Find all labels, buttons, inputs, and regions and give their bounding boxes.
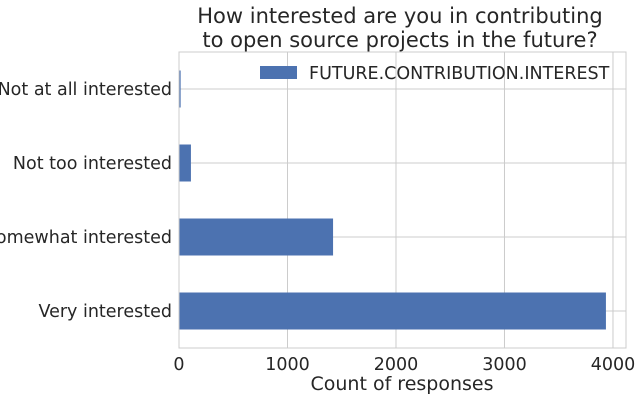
x-tick-label: 2000 (374, 355, 419, 375)
x-axis-label: Count of responses (310, 373, 493, 395)
bar-somewhat-interested (179, 218, 334, 256)
y-tick-label: Somewhat interested (0, 228, 172, 248)
plot-frame (178, 51, 627, 349)
legend: FUTURE.CONTRIBUTION.INTEREST (260, 64, 610, 84)
chart-title: How interested are you in contributing t… (197, 4, 602, 52)
y-tick-labels: Not at all interested Not too interested S… (0, 80, 172, 322)
y-tick-label: Very interested (38, 302, 172, 322)
bar-very-interested (179, 292, 606, 330)
x-tick-labels: 0 1000 2000 3000 4000 (173, 355, 635, 375)
x-tick-label: 3000 (482, 355, 527, 375)
bar-not-too-interested (179, 144, 191, 182)
legend-label: FUTURE.CONTRIBUTION.INTEREST (309, 64, 610, 84)
x-tick-label: 1000 (265, 355, 310, 375)
bars (179, 70, 606, 330)
y-tick-label: Not at all interested (0, 80, 172, 100)
legend-swatch (260, 66, 297, 79)
chart-title-line-2: to open source projects in the future? (202, 28, 597, 52)
y-tick-label: Not too interested (13, 154, 172, 174)
bar-not-at-all-interested (179, 70, 181, 108)
x-tick-label: 4000 (591, 355, 636, 375)
chart-title-line-1: How interested are you in contributing (197, 4, 602, 28)
x-tick-label: 0 (173, 355, 184, 375)
